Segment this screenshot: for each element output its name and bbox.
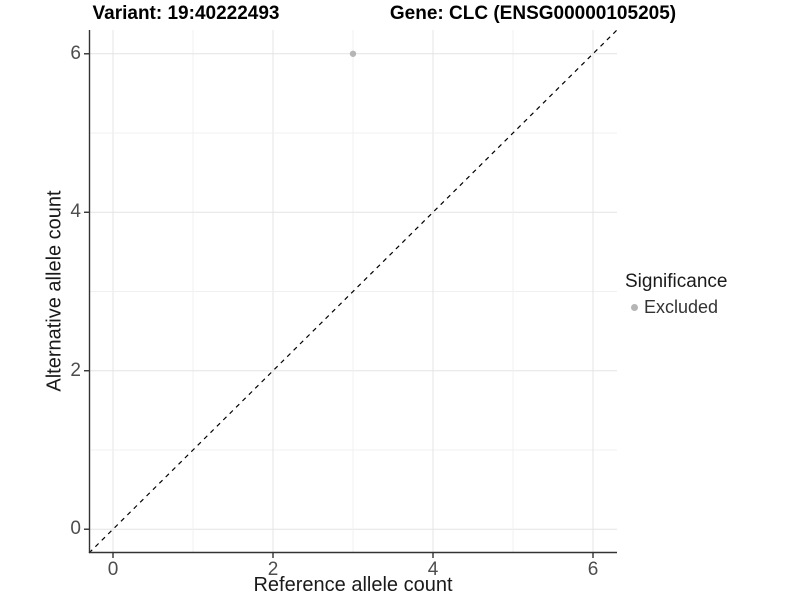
legend-title: Significance xyxy=(625,271,728,292)
legend-key-dot-icon xyxy=(631,304,638,311)
x-tick-label: 6 xyxy=(587,559,599,580)
plot-title-variant: Variant: 19:40222493 xyxy=(92,3,280,24)
legend-item-excluded: Excluded xyxy=(631,297,727,318)
y-axis-title: Alternative allele count xyxy=(43,190,66,392)
x-axis-title: Reference allele count xyxy=(253,574,453,596)
legend-item-label: Excluded xyxy=(644,297,719,317)
y-tick-label: 6 xyxy=(70,42,81,64)
plot-title-gene: Gene: CLC (ENSG00000105205) xyxy=(389,3,677,24)
x-tick-label: 0 xyxy=(107,559,119,580)
data-point xyxy=(349,50,357,57)
identity-reference-line xyxy=(88,29,618,554)
legend: Significance Excluded xyxy=(625,271,727,318)
y-tick-label: 0 xyxy=(70,518,81,540)
plot-panel xyxy=(84,29,618,558)
